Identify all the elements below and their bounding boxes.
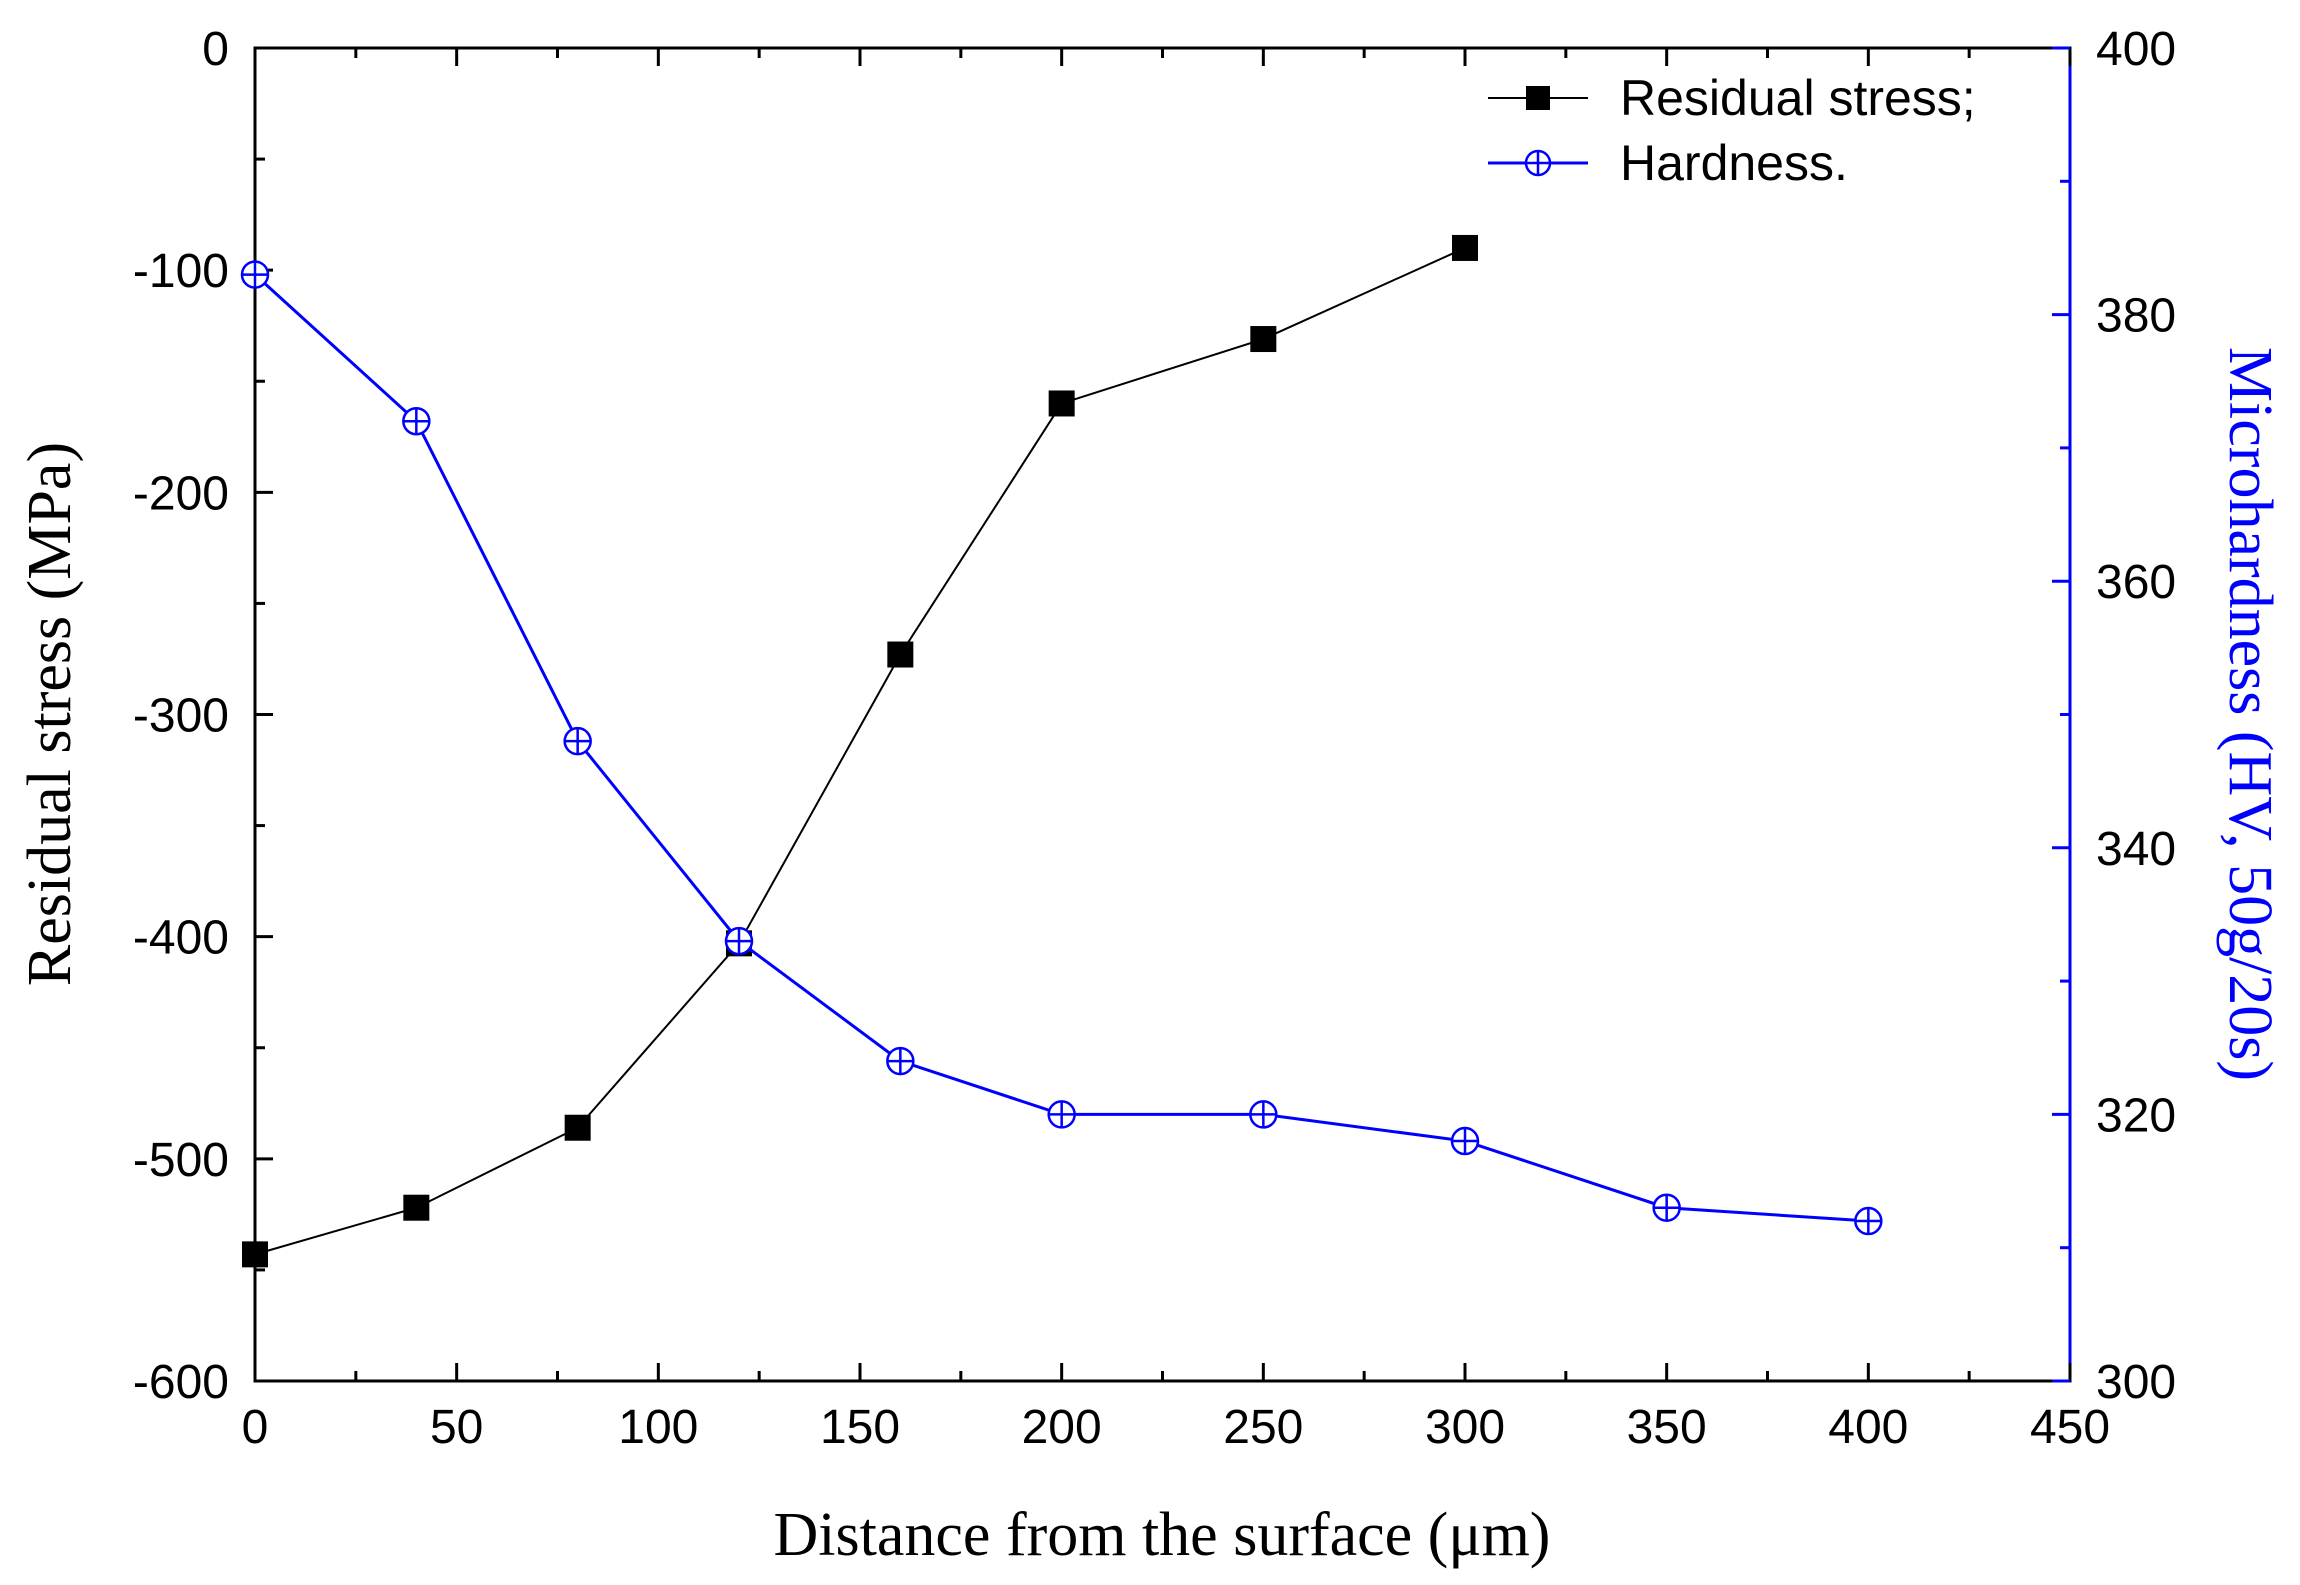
y-left-tick-label: -400 <box>133 912 229 965</box>
x-axis-title: Distance from the surface (μm) <box>774 1501 1551 1569</box>
legend-marker-hardness <box>1524 149 1552 177</box>
x-tick-label: 0 <box>242 1401 269 1454</box>
y-right-tick-label: 340 <box>2096 823 2176 876</box>
data-point-residual <box>242 1241 268 1268</box>
data-point-hardness <box>563 726 592 756</box>
x-tick-label: 400 <box>1828 1401 1908 1454</box>
plot-area <box>253 46 2072 1383</box>
x-axis-ticks: 0 50 100 150 200 250 300 350 400 450 <box>242 48 2110 1454</box>
x-tick-label: 100 <box>618 1401 698 1454</box>
y-left-tick-label: -600 <box>133 1356 229 1409</box>
y-left-tick-label: -300 <box>133 690 229 743</box>
x-tick-label: 250 <box>1223 1401 1303 1454</box>
data-point-residual <box>1048 390 1075 417</box>
x-tick-label: 200 <box>1022 1401 1102 1454</box>
data-point-hardness <box>724 926 754 956</box>
y-left-tick-label: -100 <box>133 245 229 298</box>
data-point-residual <box>887 641 914 668</box>
y-left-tick-label: -500 <box>133 1134 229 1187</box>
legend: Residual stress; Hardness. <box>1488 70 1976 191</box>
x-tick-label: 300 <box>1425 1401 1505 1454</box>
data-point-hardness <box>1854 1206 1883 1236</box>
series-hardness <box>240 260 1883 1236</box>
data-point-hardness <box>402 406 431 436</box>
data-point-residual <box>1452 234 1478 261</box>
x-tick-label: 350 <box>1627 1401 1707 1454</box>
series-layer <box>240 234 1883 1268</box>
data-point-hardness <box>1450 1126 1480 1156</box>
data-point-residual <box>403 1194 430 1221</box>
y-right-tick-label: 400 <box>2096 23 2176 76</box>
data-point-hardness <box>886 1046 915 1076</box>
y-left-tick-label: -200 <box>133 467 229 520</box>
data-point-hardness <box>1047 1100 1076 1129</box>
data-point-residual <box>564 1114 591 1141</box>
data-point-hardness <box>1652 1193 1681 1222</box>
x-tick-label: 50 <box>430 1401 483 1454</box>
y-left-axis-title: Residual stress (MPa) <box>16 442 84 986</box>
y-left-tick-label: 0 <box>202 23 229 76</box>
y-right-axis-ticks: 400 380 360 340 320 300 <box>2052 23 2176 1409</box>
y-right-tick-label: 320 <box>2096 1089 2176 1142</box>
y-left-axis-ticks: 0 -100 -200 -300 -400 -500 -600 <box>133 23 273 1409</box>
series-line <box>253 273 1869 1223</box>
data-point-residual <box>1250 326 1277 353</box>
data-point-hardness <box>240 260 270 289</box>
series-residual-stress <box>242 234 1478 1268</box>
y-right-tick-label: 360 <box>2096 556 2176 609</box>
x-tick-label: 450 <box>2030 1401 2110 1454</box>
y-right-axis-title: Microhardness (HV, 50g/20s) <box>2216 347 2284 1081</box>
legend-label-residual: Residual stress; <box>1620 70 1976 126</box>
y-right-tick-label: 300 <box>2096 1356 2176 1409</box>
series-line <box>254 247 1466 1256</box>
legend-marker-residual <box>1526 86 1550 110</box>
legend-label-hardness: Hardness. <box>1620 135 1848 191</box>
data-point-hardness <box>1249 1100 1278 1129</box>
x-tick-label: 150 <box>820 1401 900 1454</box>
y-right-tick-label: 380 <box>2096 290 2176 343</box>
